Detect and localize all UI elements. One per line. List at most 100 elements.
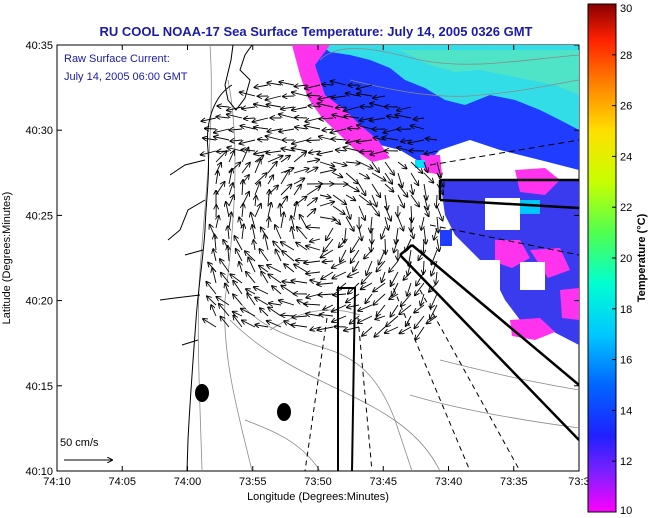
current-vector	[242, 180, 243, 196]
x-tick-label: 73:45	[369, 476, 397, 488]
y-axis-ticks: 40:35 40:30 40:25 40:20 40:15 40:10	[25, 40, 579, 478]
current-vector	[254, 159, 261, 174]
current-vector	[418, 249, 425, 260]
current-vector	[203, 319, 217, 328]
current-vector	[228, 183, 233, 196]
current-vector	[357, 84, 373, 89]
current-vector	[267, 203, 271, 218]
current-vector	[275, 225, 282, 240]
current-vector	[241, 126, 256, 130]
current-vector	[268, 274, 282, 284]
figure-title: RU COOL NOAA-17 Sea Surface Temperature:…	[99, 24, 532, 39]
current-vector	[317, 326, 334, 330]
current-vector	[386, 315, 399, 326]
current-vector	[332, 139, 347, 140]
current-vector	[279, 114, 295, 119]
current-vector	[353, 260, 360, 272]
current-vector	[384, 128, 399, 133]
current-vector	[350, 315, 360, 324]
x-axis-ticks: 74:10 74:05 74:00 73:55 73:50 73:45 73:40 73:35…	[43, 45, 590, 488]
current-vector	[436, 205, 443, 221]
buoy-marker-1	[195, 384, 209, 402]
current-vector	[407, 282, 412, 296]
current-vector	[424, 161, 428, 172]
current-vector	[381, 227, 386, 239]
current-vector	[305, 117, 321, 122]
current-vector	[344, 326, 360, 331]
current-vector	[344, 106, 360, 111]
current-vector	[292, 139, 308, 144]
current-vector	[344, 116, 360, 118]
current-vector	[345, 194, 355, 200]
current-vector	[318, 103, 334, 108]
current-vector	[416, 271, 425, 286]
current-vector	[384, 205, 391, 221]
current-vector	[332, 172, 342, 177]
x-tick-label: 73:40	[435, 476, 463, 488]
current-vector	[406, 315, 412, 326]
x-tick-label: 73:50	[304, 476, 332, 488]
current-vector	[281, 286, 295, 295]
current-vector	[268, 217, 269, 229]
current-vector	[373, 282, 386, 292]
current-vector	[332, 271, 347, 279]
current-vector	[357, 125, 373, 130]
current-vector	[431, 260, 438, 276]
current-vector	[280, 170, 289, 185]
y-tick-label: 40:20	[25, 296, 53, 308]
current-vector	[216, 171, 218, 185]
current-vector	[294, 264, 308, 273]
colorbar-label: Temperature (°C)	[636, 213, 648, 302]
current-vector	[255, 297, 269, 306]
current-vector	[424, 151, 438, 154]
current-vector	[305, 126, 321, 130]
current-vector	[384, 183, 394, 192]
current-vector	[214, 128, 230, 133]
current-vector	[206, 282, 217, 295]
current-vector	[306, 209, 315, 218]
current-vector	[415, 326, 425, 340]
current-vector	[345, 183, 359, 191]
current-vector	[305, 84, 321, 89]
current-vector	[411, 205, 412, 222]
current-vector	[336, 107, 347, 108]
current-vector	[268, 307, 282, 317]
current-vector	[233, 294, 243, 306]
current-vector	[254, 240, 256, 251]
current-vector	[205, 129, 217, 130]
current-vector	[306, 227, 321, 228]
current-vector	[242, 224, 244, 240]
shipping-lanes	[304, 139, 579, 471]
current-vector	[345, 205, 350, 219]
current-vector	[370, 118, 386, 121]
current-vector	[240, 139, 256, 144]
colorbar-tick-label: 16	[620, 355, 632, 367]
current-vector	[344, 147, 360, 152]
current-vector	[431, 249, 438, 265]
current-vector	[397, 183, 408, 197]
x-tick-label: 73:3	[568, 476, 589, 488]
current-vector	[267, 105, 282, 108]
current-vector	[258, 139, 269, 140]
current-vector	[374, 326, 386, 337]
current-vector	[410, 194, 419, 207]
current-vector	[408, 260, 412, 275]
current-vector	[357, 94, 373, 97]
x-tick-label: 74:05	[108, 476, 136, 488]
colorbar-tick-label: 22	[620, 202, 632, 214]
current-vector	[396, 227, 398, 244]
coastline	[159, 45, 253, 471]
current-vector	[332, 205, 345, 214]
current-vector	[384, 172, 392, 184]
colorbar	[587, 3, 617, 513]
current-vector	[227, 106, 243, 110]
current-vector	[340, 249, 347, 262]
y-tick-label: 40:30	[25, 125, 53, 137]
current-vector	[323, 304, 334, 310]
current-vector	[436, 194, 437, 208]
current-vector	[358, 172, 369, 179]
current-vector	[292, 106, 308, 110]
current-vector	[319, 202, 334, 207]
current-vector	[280, 156, 290, 163]
current-vector	[214, 137, 230, 141]
